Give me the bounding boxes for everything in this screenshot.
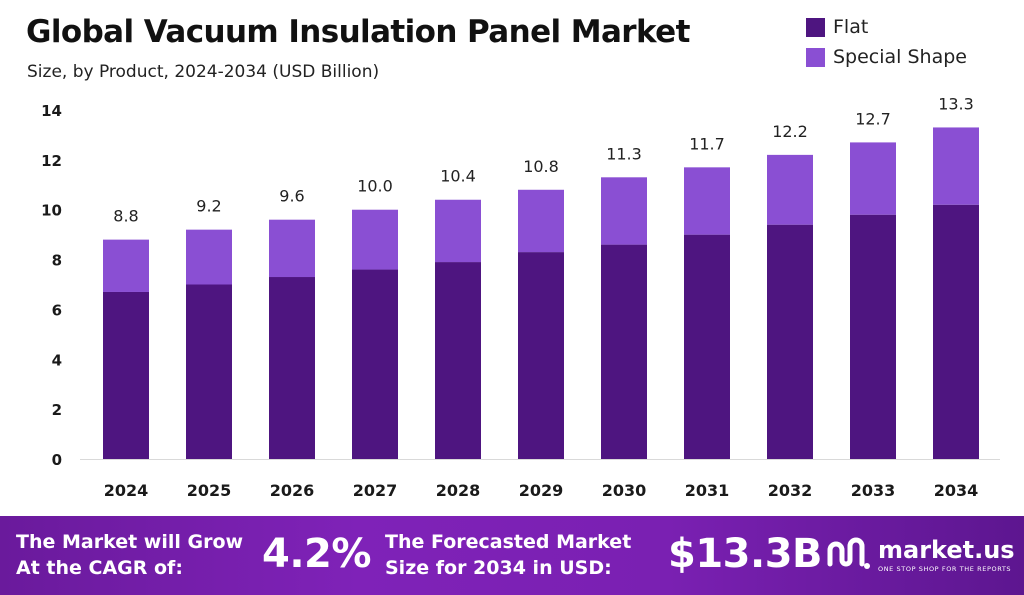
y-tick-label-10: 10 [41, 202, 62, 220]
bar-flat-2028 [435, 262, 481, 459]
bar-special-shape-2027 [352, 209, 398, 270]
total-label-2026: 9.6 [279, 187, 304, 206]
y-tick-label-4: 4 [52, 351, 62, 369]
bar-special-shape-2033 [850, 142, 896, 215]
x-tick-label-2025: 2025 [187, 481, 232, 500]
bar-special-shape-2025 [186, 229, 232, 285]
y-tick-label-12: 12 [41, 152, 62, 170]
cagr-label-line2: At the CAGR of: [16, 557, 183, 579]
brand-name: market.us [878, 535, 1015, 564]
x-tick-label-2032: 2032 [768, 481, 813, 500]
legend-swatch-flat [806, 17, 825, 37]
bar-special-shape-2030 [601, 177, 647, 245]
forecast-label: The Forecasted Market Size for 2034 in U… [385, 529, 631, 581]
bar-chart: 0 2 4 6 8 10 12 14 8.8 2024 9.2 2025 9.6 2026 10.0 2027… [41, 94, 1000, 500]
forecast-label-line2: Size for 2034 in USD: [385, 557, 612, 579]
x-tick-label-2028: 2028 [436, 481, 481, 500]
total-label-2024: 8.8 [113, 207, 138, 226]
bar-special-shape-2024 [103, 239, 149, 292]
total-label-2027: 10.0 [357, 177, 393, 196]
bar-flat-2033 [850, 214, 896, 459]
bar-flat-2025 [186, 284, 232, 459]
x-tick-label-2026: 2026 [270, 481, 315, 500]
bar-flat-2027 [352, 269, 398, 459]
total-label-2029: 10.8 [523, 157, 559, 176]
total-label-2025: 9.2 [196, 197, 221, 216]
legend-swatch-special-shape [806, 47, 825, 67]
x-tick-label-2024: 2024 [104, 481, 149, 500]
bar-special-shape-2034 [933, 127, 979, 205]
total-label-2031: 11.7 [689, 134, 725, 153]
y-tick-label-0: 0 [52, 451, 62, 469]
bar-special-shape-2028 [435, 199, 481, 263]
cagr-value: 4.2% [262, 531, 371, 577]
bar-special-shape-2032 [767, 154, 813, 225]
total-label-2034: 13.3 [938, 94, 974, 113]
total-label-2030: 11.3 [606, 144, 642, 163]
x-tick-label-2027: 2027 [353, 481, 398, 500]
x-tick-label-2031: 2031 [685, 481, 730, 500]
legend-label-flat: Flat [833, 16, 869, 38]
bar-flat-2030 [601, 244, 647, 459]
bar-special-shape-2026 [269, 219, 315, 278]
legend-item-special-shape: Special Shape [806, 46, 967, 68]
chart-legend: Flat Special Shape [806, 16, 967, 76]
chart-subtitle: Size, by Product, 2024-2034 (USD Billion… [27, 62, 380, 82]
legend-label-special-shape: Special Shape [833, 46, 967, 68]
chart-title: Global Vacuum Insulation Panel Market [26, 14, 690, 50]
total-label-2032: 12.2 [772, 122, 808, 141]
bar-flat-2024 [103, 291, 149, 459]
bar-special-shape-2029 [518, 189, 564, 253]
summary-banner: The Market will Grow At the CAGR of: 4.2… [0, 516, 1024, 595]
forecast-label-line1: The Forecasted Market [385, 531, 632, 553]
y-tick-label-8: 8 [52, 252, 62, 270]
cagr-label-line1: The Market will Grow [16, 531, 244, 553]
y-tick-label-6: 6 [52, 301, 62, 319]
forecast-value: $13.3B [668, 531, 823, 577]
bar-special-shape-2031 [684, 167, 730, 235]
market-us-logo-icon [827, 537, 870, 569]
cagr-label: The Market will Grow At the CAGR of: [16, 529, 243, 581]
bar-flat-2032 [767, 224, 813, 459]
x-tick-label-2030: 2030 [602, 481, 647, 500]
bar-flat-2031 [684, 234, 730, 459]
x-tick-label-2029: 2029 [519, 481, 564, 500]
legend-item-flat: Flat [806, 16, 967, 38]
y-tick-label-2: 2 [52, 401, 62, 419]
total-label-2033: 12.7 [855, 109, 891, 128]
bar-flat-2029 [518, 252, 564, 459]
bar-flat-2026 [269, 277, 315, 459]
brand-tagline: ONE STOP SHOP FOR THE REPORTS [878, 564, 1012, 573]
brand-logo: market.us ONE STOP SHOP FOR THE REPORTS [826, 534, 1015, 574]
y-tick-label-14: 14 [41, 102, 62, 120]
total-label-2028: 10.4 [440, 167, 476, 186]
bar-flat-2034 [933, 204, 979, 459]
x-tick-label-2034: 2034 [934, 481, 979, 500]
x-tick-label-2033: 2033 [851, 481, 896, 500]
